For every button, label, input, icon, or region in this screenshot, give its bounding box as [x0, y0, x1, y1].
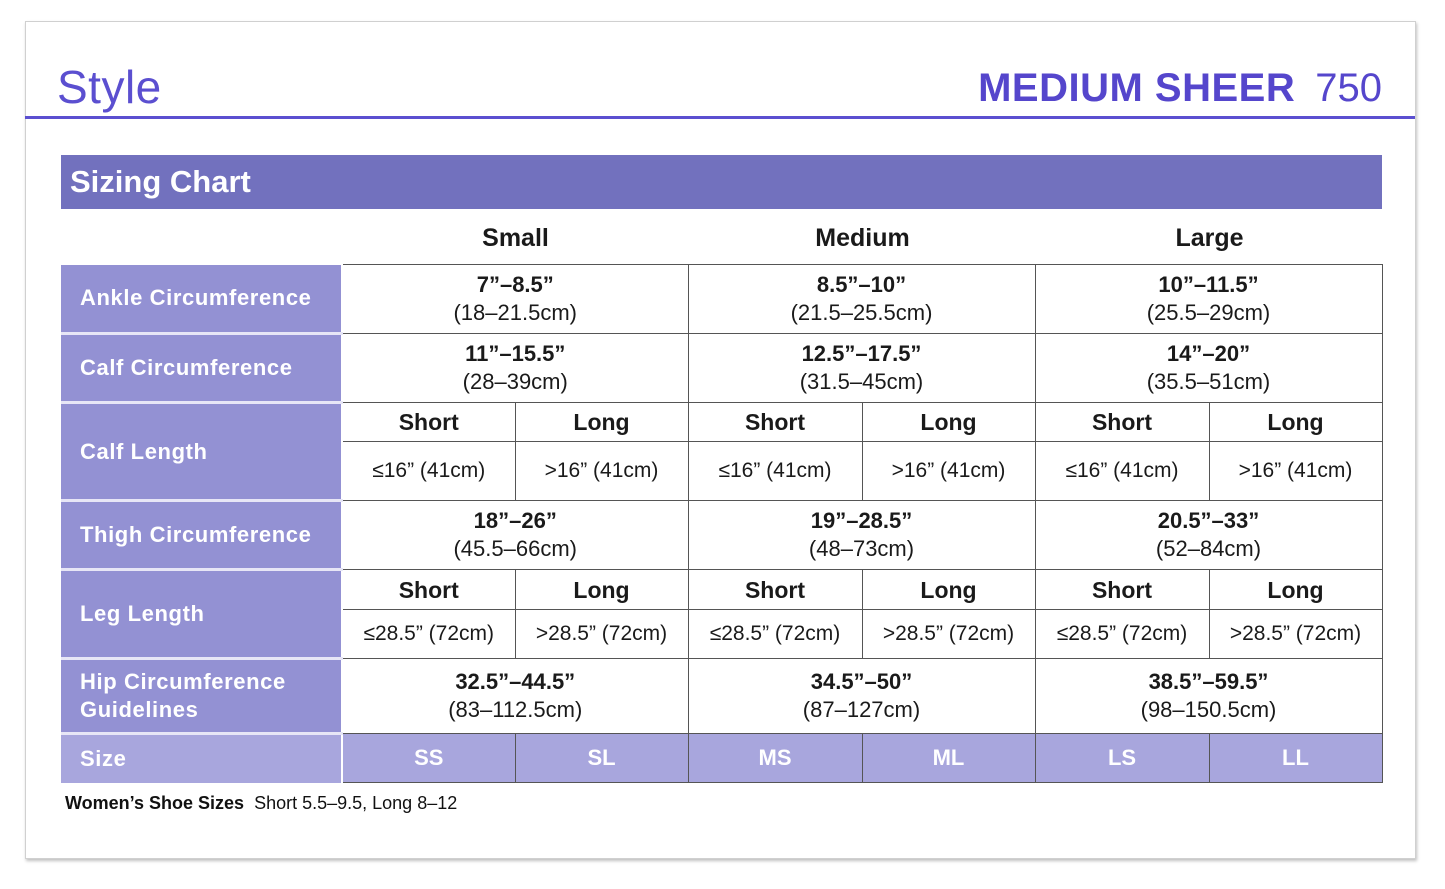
- subhead-cell: Short: [341, 569, 516, 610]
- range-inches: 20.5”–33”: [1157, 508, 1260, 533]
- value-cell: ≤16” (41cm): [341, 441, 516, 501]
- range-cell: 12.5”–17.5” (31.5–45cm): [687, 333, 1036, 403]
- range-inches: 38.5”–59.5”: [1148, 669, 1269, 694]
- range-cell: 8.5”–10” (21.5–25.5cm): [687, 264, 1036, 334]
- range-cell: 38.5”–59.5” (98–150.5cm): [1034, 658, 1383, 734]
- range-cell: 32.5”–44.5” (83–112.5cm): [341, 658, 689, 734]
- range-cell: 11”–15.5” (28–39cm): [341, 333, 689, 403]
- row-ankle: Ankle Circumference 7”–8.5” (18–21.5cm) 8.5…: [61, 264, 1383, 335]
- product-name: MEDIUM SHEER: [978, 66, 1296, 110]
- subhead-cell: Long: [1208, 402, 1383, 442]
- range-cell: 34.5”–50” (87–127cm): [687, 658, 1036, 734]
- range-cm: (87–127cm): [802, 697, 921, 722]
- row-calf_length-subheads: Calf Length Short Long Short Long Short Long: [61, 402, 1383, 502]
- size-group-large: Large: [1175, 224, 1244, 252]
- row-label: Ankle Circumference: [61, 264, 343, 335]
- range-inches: 7”–8.5”: [476, 272, 554, 297]
- range-cm: (25.5–29cm): [1146, 300, 1271, 325]
- row-calf_circ: Calf Circumference 11”–15.5” (28–39cm) 12.5…: [61, 333, 1383, 404]
- row-label: Calf Circumference: [61, 333, 343, 404]
- row-calf_length-values: ≤16” (41cm) >16” (41cm) ≤16” (41cm) >16” (4…: [61, 441, 1383, 501]
- subhead-cell: Long: [514, 569, 689, 610]
- range-inches: 32.5”–44.5”: [455, 669, 576, 694]
- subhead-cell: Long: [514, 402, 689, 442]
- range-inches: 14”–20”: [1166, 341, 1251, 366]
- value-cell: >16” (41cm): [861, 441, 1036, 501]
- row-thigh: Thigh Circumference 18”–26” (45.5–66cm) 19”…: [61, 500, 1383, 571]
- value-cell: >28.5” (72cm): [861, 609, 1036, 659]
- size-code-cell: SS: [341, 733, 516, 783]
- range-inches: 12.5”–17.5”: [801, 341, 922, 366]
- range-cm: (28–39cm): [462, 369, 568, 394]
- row-leg_length-subheads: Leg Length Short Long Short Long Short Long: [61, 569, 1383, 660]
- value-cell: ≤28.5” (72cm): [1034, 609, 1210, 659]
- range-cm: (98–150.5cm): [1140, 697, 1277, 722]
- row-label: Leg Length: [61, 569, 343, 660]
- size-code-cell: LS: [1034, 733, 1210, 783]
- subhead-cell: Short: [687, 569, 863, 610]
- range-cell: 20.5”–33” (52–84cm): [1034, 500, 1383, 570]
- style-label: Style: [57, 61, 162, 113]
- range-cm: (31.5–45cm): [799, 369, 924, 394]
- value-cell: ≤28.5” (72cm): [687, 609, 863, 659]
- subhead-cell: Short: [1034, 569, 1210, 610]
- row-hip: Hip Circumference Guidelines 32.5”–44.5” (…: [61, 658, 1383, 735]
- subhead-cell: Short: [1034, 402, 1210, 442]
- row-label: Calf Length: [61, 402, 343, 502]
- value-cell: >16” (41cm): [514, 441, 689, 501]
- product-number: 750: [1315, 66, 1382, 110]
- range-inches: 10”–11.5”: [1158, 272, 1259, 297]
- range-cell: 7”–8.5” (18–21.5cm): [341, 264, 689, 334]
- range-cell: 19”–28.5” (48–73cm): [687, 500, 1036, 570]
- size-group-medium: Medium: [815, 224, 910, 252]
- range-cm: (48–73cm): [808, 536, 915, 561]
- value-cell: ≤16” (41cm): [687, 441, 863, 501]
- range-cm: (83–112.5cm): [448, 697, 583, 722]
- row-label: Thigh Circumference: [61, 500, 343, 571]
- range-cm: (52–84cm): [1155, 536, 1262, 561]
- range-inches: 18”–26”: [473, 508, 557, 533]
- range-cell: 14”–20” (35.5–51cm): [1034, 333, 1383, 403]
- subhead-cell: Short: [341, 402, 516, 442]
- value-cell: >16” (41cm): [1208, 441, 1383, 501]
- value-cell: >28.5” (72cm): [1208, 609, 1383, 659]
- row-leg_length-values: ≤28.5” (72cm) >28.5” (72cm) ≤28.5” (72cm) >…: [61, 609, 1383, 659]
- shoe-size-text: Short 5.5–9.5, Long 8–12: [254, 793, 458, 813]
- subhead-cell: Long: [1208, 569, 1383, 610]
- range-cm: (35.5–51cm): [1146, 369, 1271, 394]
- range-cm: (21.5–25.5cm): [790, 300, 933, 325]
- subhead-cell: Long: [861, 569, 1036, 610]
- value-cell: >28.5” (72cm): [514, 609, 689, 659]
- subhead-cell: Long: [861, 402, 1036, 442]
- size-code-cell: SL: [514, 733, 689, 783]
- header-divider: [25, 116, 1415, 119]
- size-group-small: Small: [482, 224, 549, 252]
- range-inches: 19”–28.5”: [810, 508, 913, 533]
- size-code-cell: LL: [1208, 733, 1383, 783]
- range-inches: 11”–15.5”: [465, 341, 566, 366]
- row-label: Size: [61, 733, 343, 783]
- range-inches: 34.5”–50”: [810, 669, 913, 694]
- value-cell: ≤16” (41cm): [1034, 441, 1210, 501]
- row-label: Hip Circumference Guidelines: [61, 658, 343, 735]
- size-code-cell: MS: [687, 733, 863, 783]
- range-cell: 18”–26” (45.5–66cm): [341, 500, 689, 570]
- row-size: Size SS SL MS ML LS LL: [61, 733, 1383, 783]
- subhead-cell: Short: [687, 402, 863, 442]
- range-inches: 8.5”–10”: [816, 272, 907, 297]
- range-cm: (45.5–66cm): [453, 536, 577, 561]
- size-code-cell: ML: [861, 733, 1036, 783]
- range-cm: (18–21.5cm): [453, 300, 577, 325]
- product-title: MEDIUM SHEER 750: [978, 66, 1382, 111]
- shoe-size-note: Women’s Shoe Sizes Short 5.5–9.5, Long 8–…: [65, 793, 457, 814]
- section-title: Sizing Chart: [61, 155, 1382, 209]
- value-cell: ≤28.5” (72cm): [341, 609, 516, 659]
- shoe-size-label: Women’s Shoe Sizes: [65, 793, 245, 813]
- sizing-table: Ankle Circumference 7”–8.5” (18–21.5cm) 8.5…: [61, 264, 1383, 783]
- range-cell: 10”–11.5” (25.5–29cm): [1034, 264, 1383, 334]
